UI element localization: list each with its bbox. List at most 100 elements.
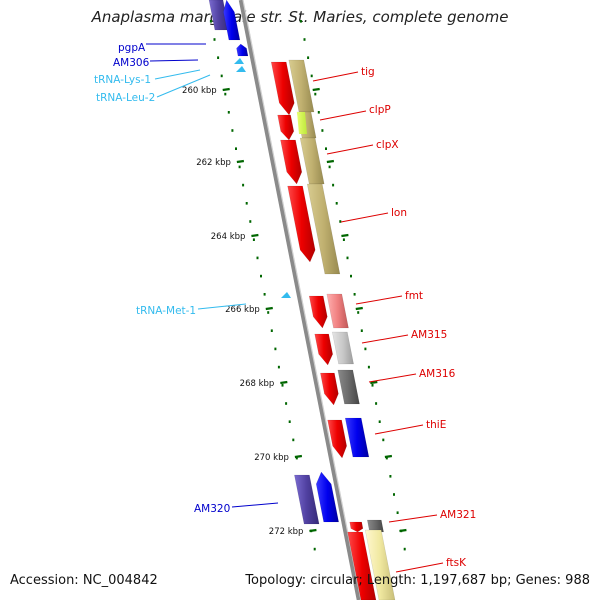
AM316-product	[337, 369, 360, 405]
trna-label-tRNA-Leu-2: tRNA-Leu-2	[96, 92, 155, 104]
tick-dot	[371, 384, 374, 387]
tick-dot	[249, 220, 252, 223]
ftsK-product	[364, 529, 396, 600]
kbp-tick-label: 264 kbp	[211, 232, 246, 242]
tick-dot	[360, 329, 363, 332]
major-tick	[326, 159, 335, 164]
label-leader-lines	[146, 43, 444, 573]
tick-dot	[403, 547, 406, 551]
major-tick	[341, 233, 349, 238]
tick-dot	[357, 311, 360, 314]
tick-dot	[303, 38, 306, 41]
tick-dot	[209, 20, 212, 23]
AM316-gene	[320, 372, 339, 406]
tick-dot	[263, 293, 266, 296]
kbp-tick-labels: 260 kbp 262 kbp 264 kbp 266 kbp 268 kbp 270 k…	[182, 86, 303, 537]
leader-line	[355, 295, 403, 305]
gene-label-pgpA: pgpA	[118, 42, 146, 54]
gene-label-fmt: fmt	[405, 290, 423, 302]
trna-label-tRNA-Met-1: tRNA-Met-1	[136, 305, 196, 317]
right-tick-track	[299, 20, 407, 551]
AM320-block	[294, 474, 320, 525]
tick-dot	[245, 202, 248, 205]
AM321-gene	[349, 521, 364, 533]
accession-text: Accession: NC_004842	[10, 573, 158, 588]
thiE-product	[344, 417, 370, 458]
tRNA-Met-1-marker	[281, 292, 291, 298]
major-tick	[384, 454, 393, 459]
tick-dot	[231, 129, 234, 132]
tig-product	[288, 59, 315, 113]
leader-line	[319, 110, 367, 121]
leader-line	[156, 74, 211, 98]
tick-dot	[277, 365, 280, 369]
clpX-product	[299, 137, 325, 185]
kbp-tick-label: 268 kbp	[240, 379, 275, 389]
ftsK-gene	[347, 531, 377, 600]
leader-line	[312, 71, 359, 82]
tick-dot	[321, 129, 324, 132]
gene-label-thiE: thiE	[426, 419, 446, 431]
tick-dot	[389, 475, 392, 478]
leader-line	[326, 144, 374, 155]
major-tick	[251, 233, 259, 238]
tick-dot	[224, 92, 227, 96]
tick-dot	[385, 456, 388, 460]
feature-track	[208, 0, 396, 600]
leader-line	[197, 303, 247, 310]
tick-dot	[342, 238, 345, 241]
pgpA-arrow	[223, 0, 241, 41]
gene-label-AM316: AM316	[419, 368, 456, 380]
tRNA-Leu-2-marker	[236, 66, 246, 72]
gene-label-AM315: AM315	[411, 329, 447, 341]
AM320-gene	[315, 471, 340, 523]
tick-dot	[310, 74, 313, 78]
tick-dot	[382, 438, 385, 442]
tick-dot	[213, 38, 216, 41]
trna-label-tRNA-Lys-1: tRNA-Lys-1	[94, 74, 151, 86]
kbp-tick-label: 266 kbp	[225, 305, 260, 315]
tick-dot	[292, 438, 295, 442]
tick-dot	[332, 183, 335, 187]
AM321-product	[366, 519, 384, 533]
tick-dot	[267, 311, 270, 314]
kbp-tick-label: 262 kbp	[196, 158, 231, 168]
leader-line	[149, 59, 199, 62]
tick-dot	[396, 511, 399, 514]
tick-dot	[242, 183, 245, 187]
major-tick	[399, 528, 407, 533]
gene-label-lon: lon	[391, 207, 407, 219]
lon-gene	[287, 185, 316, 263]
clpX-gene	[280, 139, 303, 185]
major-tick	[312, 87, 320, 92]
major-tick	[294, 454, 303, 459]
kbp-tick-label: 272 kbp	[269, 527, 304, 537]
tig-gene	[270, 61, 295, 116]
tick-dot	[256, 256, 259, 260]
tRNA-Lys-1-marker	[234, 58, 244, 64]
gene-label-ftsK: ftsK	[446, 557, 467, 569]
map-title: Anaplasma marginale str. St. Maries, com…	[91, 8, 509, 26]
gene-label-tig: tig	[361, 66, 375, 78]
tick-dot	[314, 92, 317, 96]
tick-dot	[238, 165, 241, 169]
gene-label-AM306: AM306	[113, 57, 150, 69]
tick-dot	[295, 456, 298, 460]
tick-dot	[313, 547, 316, 551]
gene-label-clpX: clpX	[376, 139, 399, 151]
leader-line	[395, 562, 444, 573]
tick-dot	[317, 111, 320, 114]
kbp-tick-label: 270 kbp	[254, 453, 289, 463]
tick-dot	[288, 420, 291, 423]
tick-dot	[346, 256, 349, 260]
tick-dot	[227, 111, 230, 114]
tick-dot	[367, 365, 370, 369]
tick-dot	[353, 293, 356, 296]
tick-dot	[220, 74, 223, 78]
clpP-highlight	[297, 112, 307, 134]
tick-dot	[235, 147, 237, 150]
tick-dot	[339, 220, 342, 223]
leader-line	[388, 514, 438, 523]
tick-dot	[375, 402, 378, 405]
tick-dot	[274, 347, 277, 351]
